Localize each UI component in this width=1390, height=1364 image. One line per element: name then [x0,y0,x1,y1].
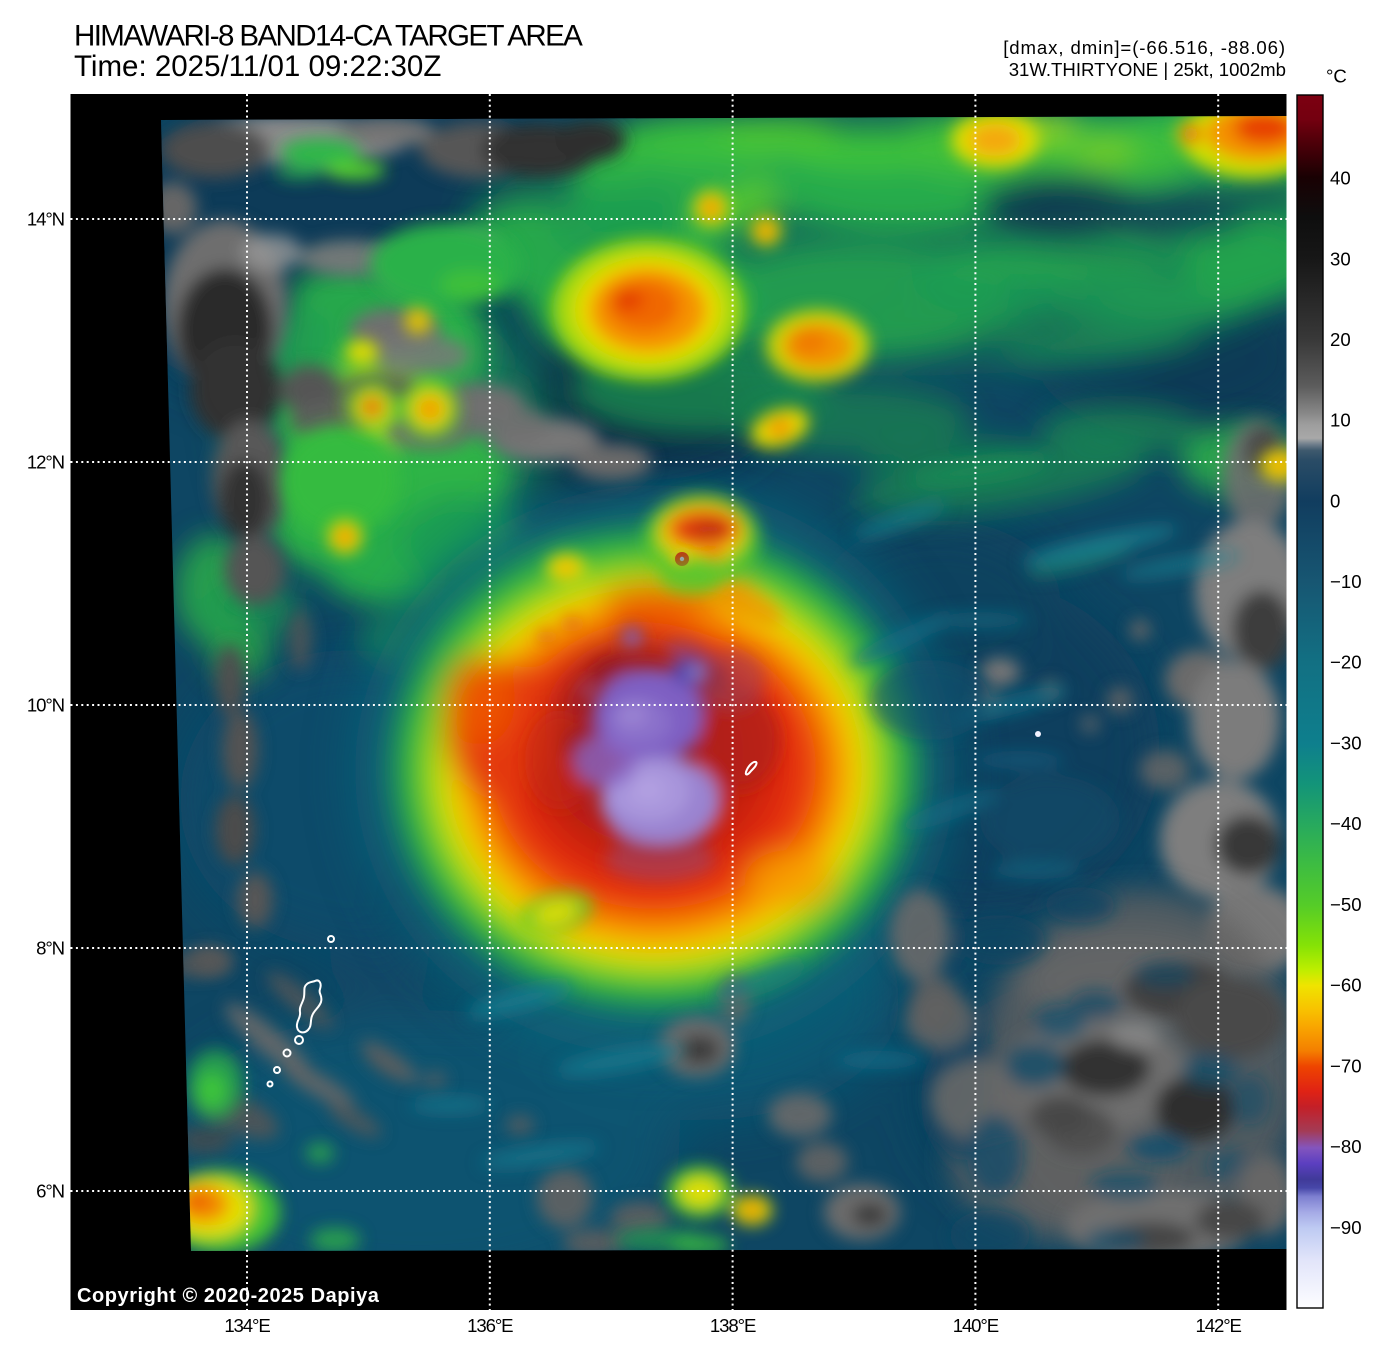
svg-text:10: 10 [1330,410,1351,431]
svg-text:−40: −40 [1330,813,1362,834]
svg-text:0: 0 [1330,491,1340,512]
svg-text:6°N: 6°N [36,1181,64,1202]
svg-text:−60: −60 [1330,975,1362,996]
svg-text:HIMAWARI-8 BAND14-CA TARGET AR: HIMAWARI-8 BAND14-CA TARGET AREA [74,20,583,53]
svg-text:140°E: 140°E [953,1315,999,1336]
svg-text:8°N: 8°N [36,938,64,959]
svg-text:Time: 2025/11/01 09:22:30Z: Time: 2025/11/01 09:22:30Z [74,50,441,83]
svg-text:−80: −80 [1330,1136,1362,1157]
svg-text:10°N: 10°N [27,695,64,716]
svg-text:Copyright © 2020-2025 Dapiya: Copyright © 2020-2025 Dapiya [77,1285,380,1307]
svg-text:138°E: 138°E [710,1315,756,1336]
svg-text:12°N: 12°N [27,452,64,473]
svg-text:−10: −10 [1330,571,1362,592]
svg-text:−20: −20 [1330,652,1362,673]
svg-text:134°E: 134°E [224,1315,270,1336]
svg-text:14°N: 14°N [27,209,64,230]
svg-text:−70: −70 [1330,1056,1362,1077]
svg-text:−90: −90 [1330,1217,1362,1238]
svg-text:142°E: 142°E [1196,1315,1242,1336]
svg-text:−30: −30 [1330,733,1362,754]
svg-text:40: 40 [1330,168,1351,189]
svg-text:20: 20 [1330,329,1351,350]
svg-text:−50: −50 [1330,894,1362,915]
svg-text:30: 30 [1330,249,1351,270]
svg-text:[dmax, dmin]=(-66.516, -88.06): [dmax, dmin]=(-66.516, -88.06) [1003,37,1286,58]
svg-text:136°E: 136°E [467,1315,513,1336]
svg-text:31W.THIRTYONE | 25kt, 1002mb: 31W.THIRTYONE | 25kt, 1002mb [1009,59,1286,80]
svg-text:°C: °C [1326,66,1347,87]
